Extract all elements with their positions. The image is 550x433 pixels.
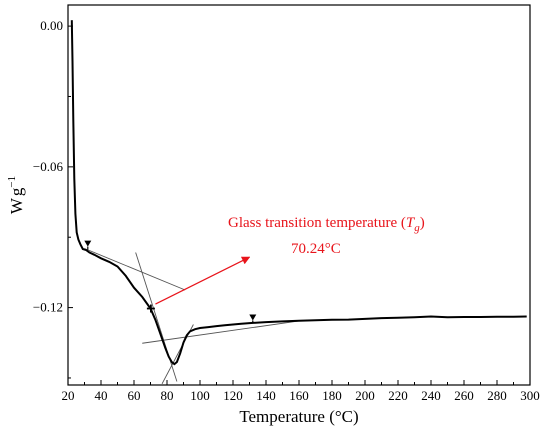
x-tick-label: 60	[128, 388, 141, 403]
annotation-arrow	[155, 256, 251, 305]
y-axis-title: Wg−1	[6, 176, 26, 214]
x-tick-label: 240	[421, 388, 441, 403]
annotation-label: Glass transition temperature (Tg)	[228, 215, 425, 234]
x-tick-label: 100	[190, 388, 210, 403]
triangle-marker	[84, 240, 92, 247]
x-tick-label: 280	[487, 388, 507, 403]
x-tick-label: 20	[62, 388, 75, 403]
x-axis-title: Temperature (°C)	[239, 407, 358, 426]
tangent-lines	[84, 248, 300, 385]
plot-frame	[67, 4, 531, 386]
x-tick-label: 160	[289, 388, 309, 403]
x-tick-label: 80	[161, 388, 174, 403]
x-axis-ticks: 20 40 60 80 100 120 140 160 180 200 220 240 260 280 30…	[62, 380, 540, 403]
x-tick-label: 140	[256, 388, 276, 403]
x-tick-label: 40	[95, 388, 108, 403]
y-tick-label: −0.12	[33, 300, 63, 315]
y-tick-label: −0.06	[33, 159, 64, 174]
tangent-line	[84, 248, 186, 291]
x-tick-label: 120	[223, 388, 243, 403]
x-tick-label: 300	[520, 388, 540, 403]
x-tick-label: 180	[322, 388, 342, 403]
tangent-line	[142, 320, 300, 344]
x-tick-label: 260	[454, 388, 474, 403]
y-axis-ticks: 0.00 −0.06 −0.12	[33, 18, 73, 379]
curve-markers	[84, 240, 257, 324]
x-tick-label: 200	[355, 388, 375, 403]
y-tick-label: 0.00	[40, 18, 63, 33]
x-tick-label: 220	[388, 388, 408, 403]
dsc-curve	[70, 20, 527, 366]
triangle-marker	[249, 314, 257, 321]
annotation-value: 70.24°C	[291, 241, 341, 257]
